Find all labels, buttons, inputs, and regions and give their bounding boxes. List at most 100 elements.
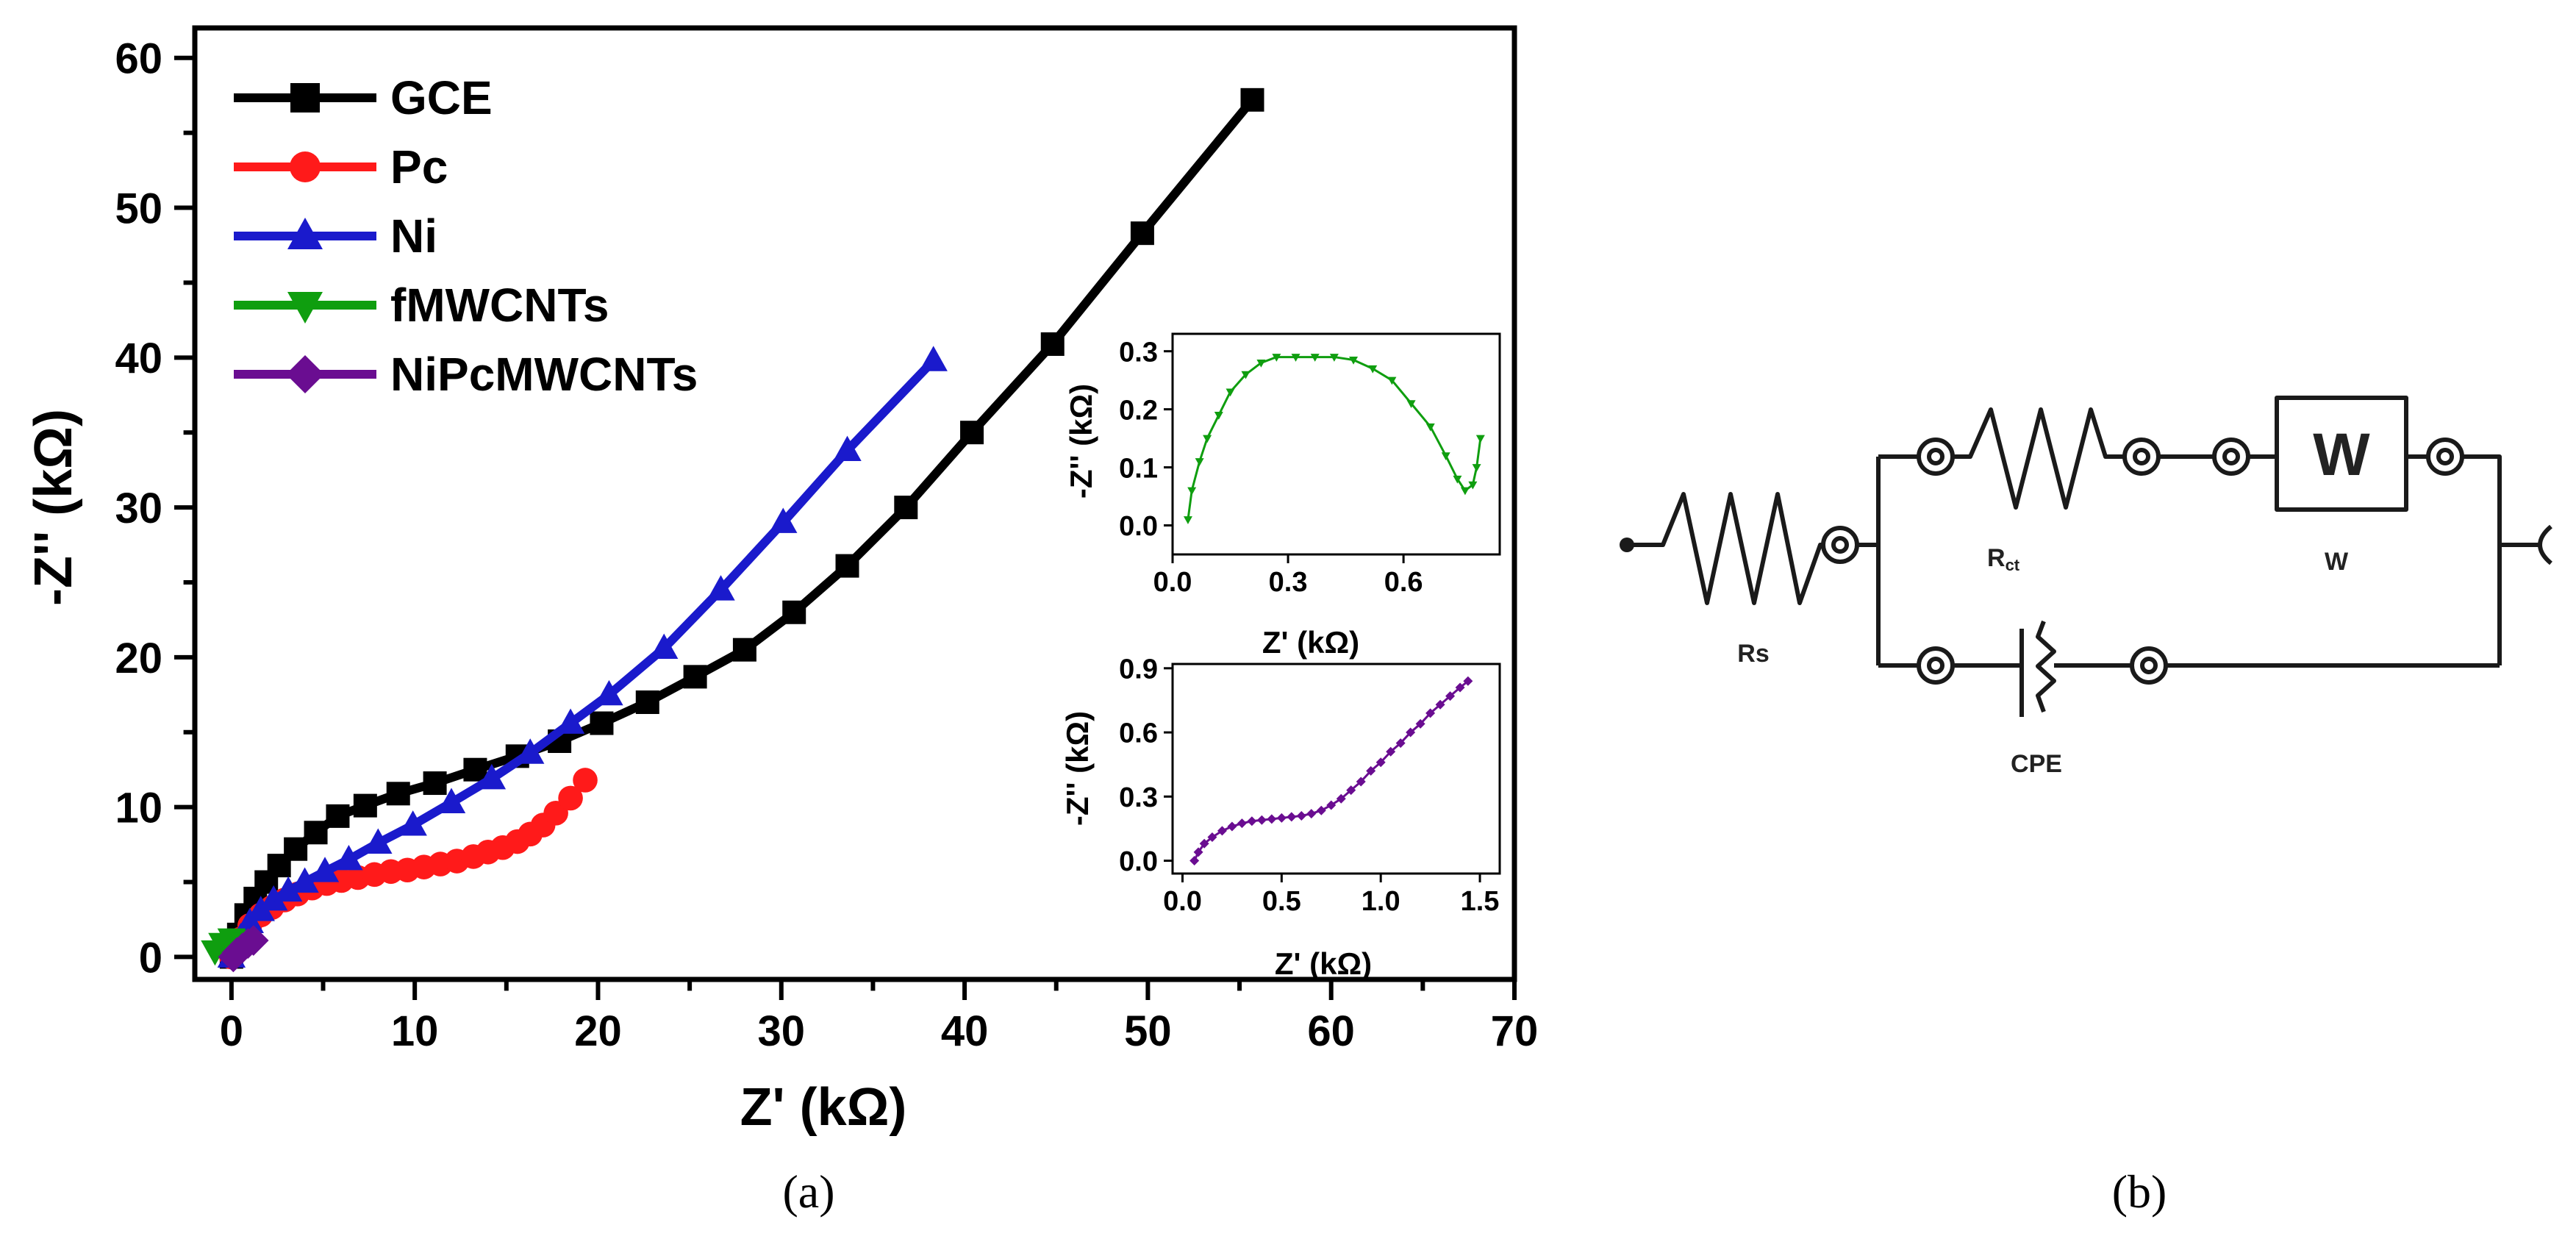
y-tick-label: 50 [115, 185, 162, 232]
node-circle [1917, 438, 1955, 476]
data-point [516, 738, 545, 764]
legend-marker [290, 83, 320, 113]
x-tick-label: 70 [1491, 1007, 1539, 1055]
caption-b: (b) [2112, 1165, 2167, 1218]
x-tick-label: 0.5 [1262, 886, 1301, 917]
y-tick-label: 60 [115, 35, 162, 83]
rs-label: Rs [1737, 640, 1769, 668]
data-point [1336, 793, 1346, 804]
data-point [1226, 388, 1235, 397]
main-x-axis-label: Z' (kΩ) [740, 1078, 907, 1137]
rct-label: Rct [1987, 544, 2020, 574]
data-point [1472, 464, 1481, 472]
x-tick-label: 30 [758, 1007, 806, 1055]
data-point [1187, 487, 1197, 496]
y-tick-label: 20 [115, 635, 162, 682]
legend-label: Pc [390, 140, 448, 193]
data-point [1214, 412, 1223, 420]
data-point [683, 665, 707, 689]
x-tick-label: 40 [941, 1007, 989, 1055]
data-point [1207, 832, 1217, 843]
data-point [1460, 487, 1470, 496]
main-chart: 0 10 20 30 40 50 60 70 0 10 20 30 40 50 60 Z' (kΩ) -Z'… [24, 25, 1539, 1137]
data-point [1217, 826, 1227, 836]
x-tick-label: 0.3 [1269, 567, 1308, 598]
data-point [1241, 371, 1251, 379]
data-point [573, 768, 598, 793]
data-point [894, 496, 918, 520]
y-tick-label: 0.0 [1119, 511, 1158, 542]
x-tick-label: 0.0 [1153, 567, 1192, 598]
data-point [919, 346, 948, 371]
inset-bottom-x-axis-label: Z' (kΩ) [1275, 946, 1372, 981]
data-point [782, 600, 806, 624]
data-point [1240, 88, 1264, 112]
data-point [835, 554, 859, 578]
data-point [1463, 676, 1473, 686]
data-point [1291, 354, 1300, 362]
data-point [1237, 818, 1247, 829]
data-point [284, 837, 308, 861]
data-point [1425, 708, 1436, 718]
x-tick-label: 0 [220, 1007, 243, 1055]
data-point [310, 857, 340, 882]
data-point [595, 679, 623, 706]
node-circle [2122, 438, 2161, 476]
data-point [1346, 785, 1356, 796]
data-point [706, 575, 735, 601]
resistor-rct [1953, 407, 2125, 510]
node-circle [1917, 646, 1955, 685]
data-point [1415, 718, 1425, 729]
data-point [1247, 816, 1257, 826]
data-point [650, 633, 679, 660]
data-point [1306, 809, 1317, 819]
legend-marker [286, 355, 324, 393]
cpe-label: CPE [2011, 750, 2062, 778]
data-point [1453, 475, 1462, 484]
y-tick-label: 0.6 [1119, 718, 1158, 749]
data-point [1256, 815, 1267, 825]
series-ni [217, 346, 948, 968]
data-point [1441, 452, 1450, 461]
caption-a: (a) [782, 1165, 834, 1218]
data-point [1395, 738, 1406, 749]
data-point [1375, 757, 1386, 768]
data-point [1425, 423, 1435, 432]
data-point [590, 711, 614, 735]
inset-top-y-axis-label: -Z'' (kΩ) [1064, 384, 1098, 499]
data-point [1130, 221, 1154, 246]
y-tick-label: 0.3 [1119, 337, 1158, 368]
series-line [227, 96, 1256, 959]
data-point [769, 507, 798, 533]
data-point [273, 876, 303, 902]
inset-top-x-axis-label: Z' (kΩ) [1262, 625, 1359, 660]
data-point [1316, 805, 1326, 815]
x-tick-label: 20 [574, 1007, 622, 1055]
data-point [1368, 365, 1378, 374]
y-tick-label: 0 [139, 934, 162, 982]
inset-bottom-frame [1171, 663, 1501, 875]
data-point [1227, 821, 1237, 832]
data-point [1366, 765, 1376, 776]
node-circle [1821, 526, 1859, 564]
data-point [423, 771, 447, 796]
data-point [732, 638, 756, 662]
data-point [1455, 682, 1465, 693]
data-point [1267, 814, 1277, 824]
data-point [1256, 359, 1266, 368]
y-tick-label: 10 [115, 785, 162, 832]
data-point [1329, 354, 1339, 362]
legend-item-fmwcnts: fMWCNTs [234, 279, 609, 332]
legend-marker [287, 218, 323, 249]
data-point [1203, 435, 1212, 443]
legend-label: NiPcMWCNTs [390, 348, 698, 401]
data-point [1406, 727, 1416, 738]
data-point [1040, 332, 1065, 356]
data-point [1387, 376, 1397, 385]
data-point [1356, 776, 1366, 787]
y-tick-label: 30 [115, 485, 162, 532]
data-point [635, 690, 659, 715]
legend-marker [287, 292, 323, 324]
data-point [1468, 481, 1478, 490]
data-point [1199, 838, 1209, 849]
